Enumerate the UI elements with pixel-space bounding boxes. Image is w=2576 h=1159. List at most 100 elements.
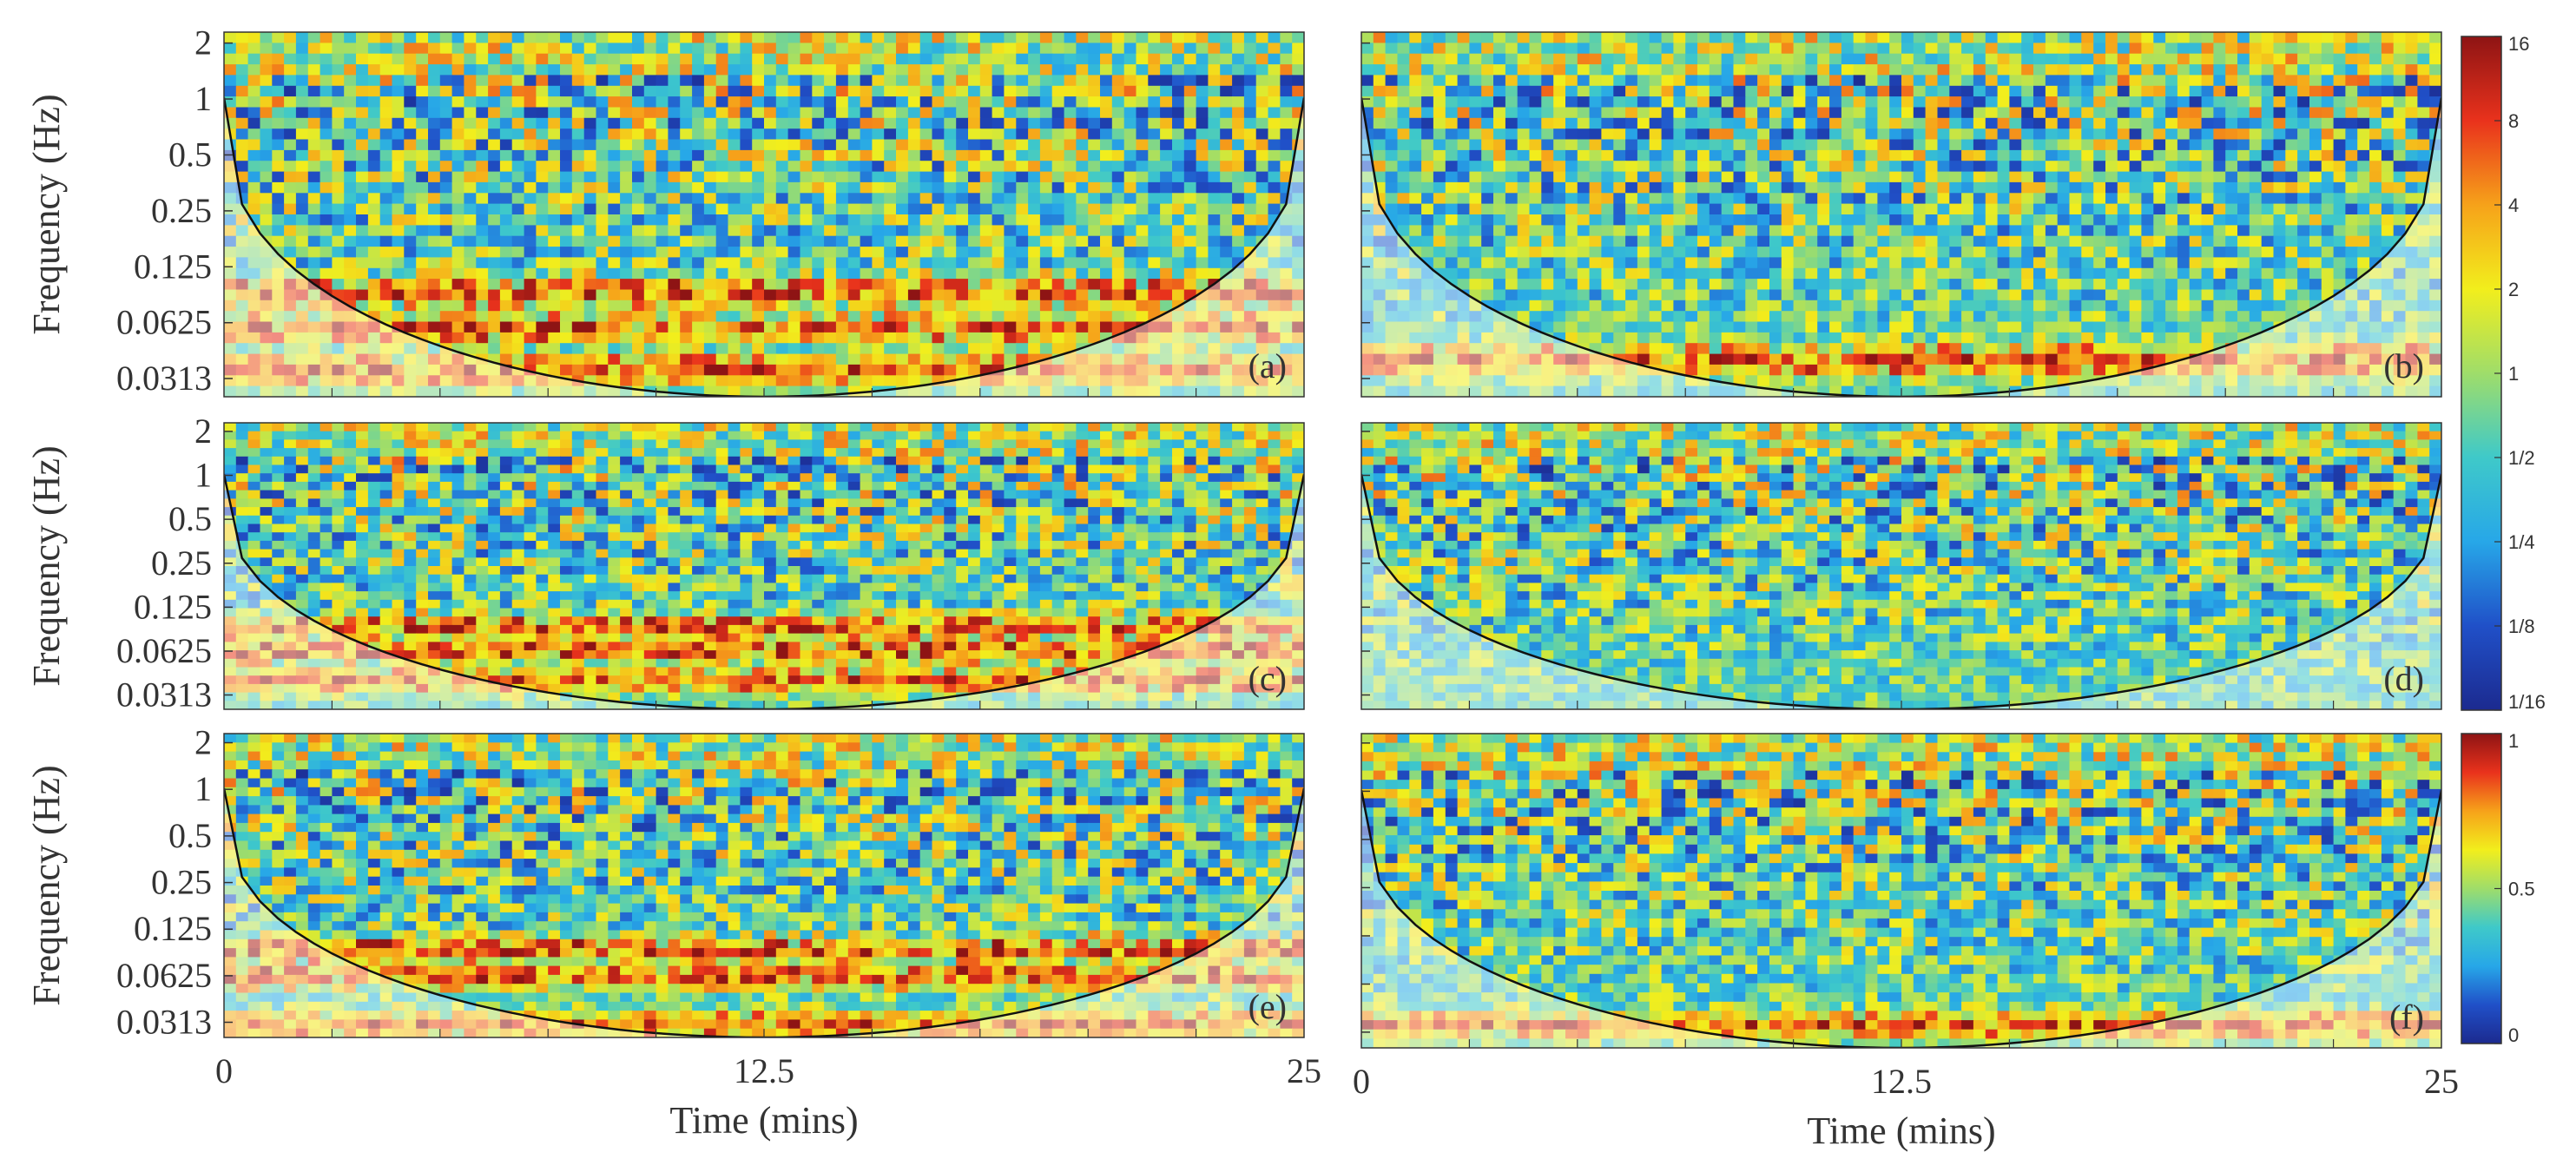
heatmap-cell xyxy=(2045,225,2059,237)
heatmap-cell xyxy=(1064,149,1077,162)
heatmap-cell xyxy=(2141,128,2154,141)
heatmap-cell xyxy=(1016,128,1029,141)
heatmap-cell xyxy=(1433,96,1446,109)
heatmap-cell xyxy=(2417,235,2430,247)
heatmap-cell xyxy=(847,375,861,387)
heatmap-cell xyxy=(1901,117,1914,129)
heatmap-cell xyxy=(787,139,801,151)
heatmap-cell xyxy=(451,267,465,280)
heatmap-cell xyxy=(367,128,381,141)
heatmap-cell xyxy=(1913,235,1927,247)
heatmap-cell xyxy=(511,32,525,44)
heatmap-cell xyxy=(1268,247,1281,259)
heatmap-cell xyxy=(968,107,981,119)
heatmap-cell xyxy=(1553,149,1566,162)
heatmap-cell xyxy=(1088,117,1101,129)
heatmap-cell xyxy=(2141,139,2154,151)
heatmap-cell xyxy=(740,300,753,312)
heatmap-cell xyxy=(944,364,957,377)
heatmap-cell xyxy=(896,43,909,55)
heatmap-cell xyxy=(728,193,741,205)
heatmap-cell xyxy=(835,267,849,280)
heatmap-cell xyxy=(1901,53,1914,65)
heatmap-cell xyxy=(2381,161,2395,173)
heatmap-cell xyxy=(1697,193,1710,205)
y-tick-label: 2 xyxy=(194,23,212,63)
heatmap-cell xyxy=(884,181,897,194)
heatmap-cell xyxy=(1973,75,1986,87)
heatmap-cell xyxy=(2105,214,2118,227)
heatmap-cell xyxy=(404,139,417,151)
heatmap-cell xyxy=(2285,117,2298,129)
heatmap-cell xyxy=(1589,225,1603,237)
heatmap-cell xyxy=(524,257,537,269)
heatmap-cell xyxy=(1985,181,1999,194)
heatmap-cell xyxy=(344,96,357,109)
heatmap-cell xyxy=(1925,181,1939,194)
heatmap-cell xyxy=(2189,75,2203,87)
heatmap-cell xyxy=(1529,32,1543,44)
heatmap-cell xyxy=(560,353,573,365)
heatmap-cell xyxy=(992,267,1005,280)
heatmap-cell xyxy=(1769,214,1782,227)
heatmap-cell xyxy=(2345,139,2358,151)
heatmap-cell xyxy=(476,32,489,44)
heatmap-cell xyxy=(1961,235,1974,247)
heatmap-cell xyxy=(835,139,849,151)
heatmap-cell xyxy=(1051,235,1065,247)
heatmap-cell xyxy=(1039,181,1053,194)
heatmap-cell xyxy=(451,375,465,387)
heatmap-cell xyxy=(1637,214,1650,227)
heatmap-cell xyxy=(235,311,249,323)
heatmap-cell xyxy=(632,32,645,44)
heatmap-cell xyxy=(944,343,957,355)
heatmap-cell xyxy=(1039,214,1053,227)
heatmap-cell xyxy=(1111,171,1125,183)
heatmap-cell xyxy=(932,193,945,205)
heatmap-cell xyxy=(379,257,393,269)
heatmap-cell xyxy=(1625,203,1638,215)
heatmap-cell xyxy=(884,117,897,129)
heatmap-cell xyxy=(968,64,981,76)
heatmap-cell xyxy=(860,128,873,141)
heatmap-cell xyxy=(284,225,297,237)
heatmap-cell xyxy=(1268,53,1281,65)
heatmap-cell xyxy=(1877,128,1890,141)
heatmap-cell xyxy=(1373,235,1387,247)
heatmap-cell xyxy=(1433,235,1446,247)
heatmap-cell xyxy=(632,53,645,65)
heatmap-cell xyxy=(1757,193,1770,205)
heatmap-cell xyxy=(524,107,537,119)
heatmap-cell xyxy=(775,279,789,291)
heatmap-cell xyxy=(968,193,981,205)
heatmap-cell xyxy=(560,107,573,119)
heatmap-cell xyxy=(451,247,465,259)
heatmap-cell xyxy=(2369,128,2382,141)
heatmap-cell xyxy=(1409,128,1422,141)
heatmap-cell xyxy=(656,247,669,259)
heatmap-cell xyxy=(2093,128,2106,141)
heatmap-cell xyxy=(1196,247,1209,259)
heatmap-cell xyxy=(1148,343,1161,355)
heatmap-cell xyxy=(1280,353,1293,365)
heatmap-cell xyxy=(2249,128,2263,141)
heatmap-cell xyxy=(620,267,633,280)
heatmap-cell xyxy=(356,364,369,377)
heatmap-cell xyxy=(356,107,369,119)
heatmap-cell xyxy=(1745,247,1758,259)
heatmap-cell xyxy=(428,32,441,44)
heatmap-cell xyxy=(1100,375,1113,387)
heatmap-cell xyxy=(1373,128,1387,141)
heatmap-cell xyxy=(1409,117,1422,129)
heatmap-cell xyxy=(524,96,537,109)
heatmap-cell xyxy=(1280,364,1293,377)
heatmap-cell xyxy=(656,343,669,355)
heatmap-cell xyxy=(1865,85,1879,97)
heatmap-cell xyxy=(416,353,429,365)
heatmap-cell xyxy=(404,279,417,291)
heatmap-cell xyxy=(656,149,669,162)
heatmap-cell xyxy=(1565,53,1578,65)
heatmap-cell xyxy=(1136,171,1150,183)
heatmap-cell xyxy=(1409,32,1422,44)
heatmap-cell xyxy=(1220,257,1233,269)
